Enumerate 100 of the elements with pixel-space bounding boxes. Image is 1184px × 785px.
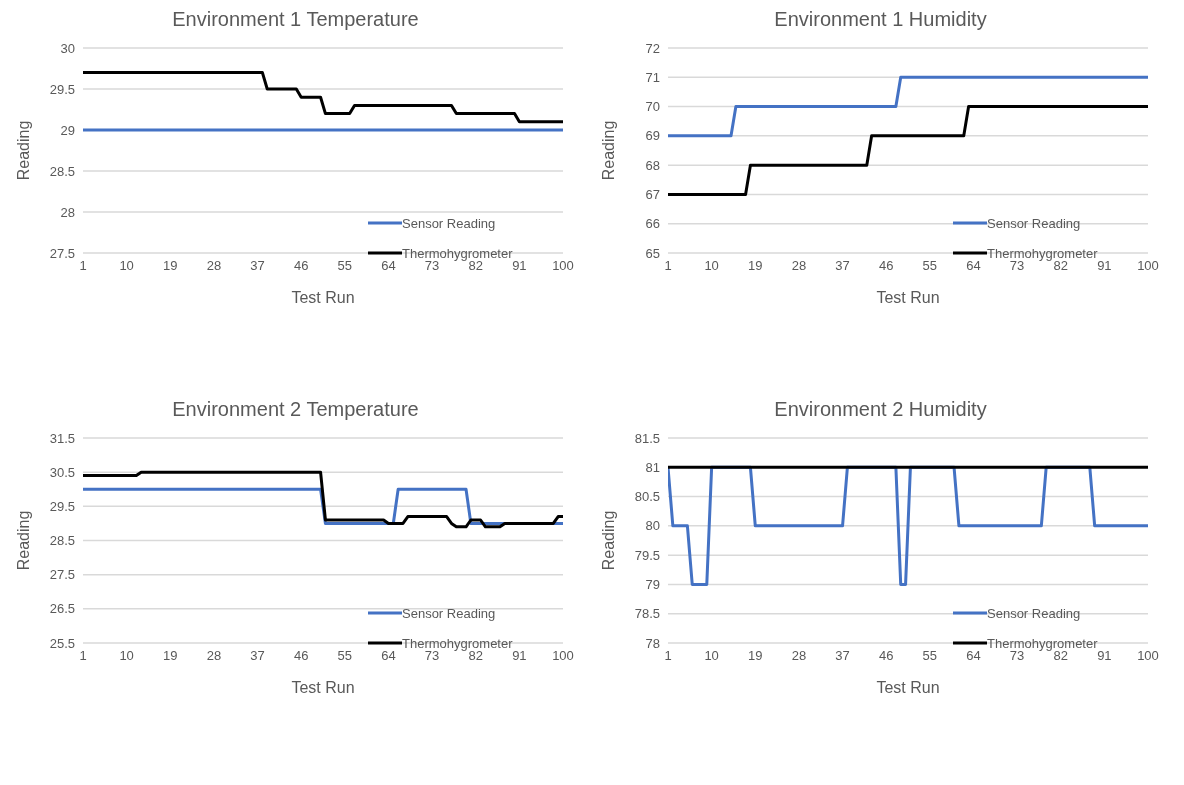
y-tick-label: 29 bbox=[60, 122, 75, 138]
x-tick-label: 10 bbox=[119, 648, 134, 664]
y-tick-label: 80 bbox=[645, 518, 660, 534]
x-tick-label: 19 bbox=[748, 258, 763, 274]
y-axis-title: Reading bbox=[14, 510, 32, 571]
chart-title: Environment 1 Humidity bbox=[773, 8, 988, 32]
y-tick-label: 29.5 bbox=[49, 498, 75, 514]
x-tick-label: 91 bbox=[512, 258, 527, 274]
x-tick-label: 55 bbox=[337, 258, 353, 274]
x-tick-label: 10 bbox=[704, 258, 719, 274]
x-tick-label: 1 bbox=[664, 258, 672, 274]
y-axis-title: Reading bbox=[599, 120, 617, 181]
x-tick-label: 19 bbox=[748, 648, 763, 664]
x-tick-label: 46 bbox=[293, 258, 309, 274]
x-tick-label: 91 bbox=[1097, 258, 1112, 274]
x-tick-label: 91 bbox=[512, 648, 527, 664]
legend-label: Thermohygrometer bbox=[987, 635, 1098, 651]
y-tick-label: 72 bbox=[645, 40, 660, 56]
x-tick-label: 37 bbox=[835, 258, 850, 274]
x-tick-label: 73 bbox=[1009, 258, 1025, 274]
y-tick-label: 79 bbox=[645, 577, 660, 593]
x-tick-label: 46 bbox=[293, 648, 309, 664]
legend-label: Thermohygrometer bbox=[987, 245, 1098, 261]
x-tick-label: 28 bbox=[206, 258, 222, 274]
legend-label: Thermohygrometer bbox=[402, 245, 513, 261]
y-tick-label: 28.5 bbox=[49, 533, 75, 549]
x-axis-title: Test Run bbox=[876, 679, 940, 696]
y-tick-label: 28.5 bbox=[49, 163, 75, 179]
legend-label: Thermohygrometer bbox=[402, 635, 513, 651]
x-tick-label: 10 bbox=[119, 258, 134, 274]
legend-label: Sensor Reading bbox=[987, 605, 1081, 621]
y-tick-label: 29.5 bbox=[49, 81, 75, 97]
x-tick-label: 1 bbox=[79, 258, 87, 274]
y-tick-label: 81 bbox=[645, 459, 660, 475]
x-tick-label: 19 bbox=[163, 258, 178, 274]
y-tick-label: 79.5 bbox=[634, 547, 660, 563]
line-series bbox=[83, 470, 563, 529]
x-tick-label: 28 bbox=[206, 648, 222, 664]
x-tick-label: 91 bbox=[1097, 648, 1112, 664]
x-tick-label: 46 bbox=[878, 648, 894, 664]
legend-label: Sensor Reading bbox=[402, 215, 496, 231]
x-axis-title: Test Run bbox=[876, 289, 940, 306]
x-axis-title: Test Run bbox=[291, 679, 355, 696]
y-tick-label: 66 bbox=[645, 216, 660, 232]
y-tick-label: 28 bbox=[60, 204, 75, 220]
x-tick-label: 100 bbox=[1137, 648, 1159, 664]
x-tick-label: 10 bbox=[704, 648, 719, 664]
x-tick-label: 55 bbox=[922, 258, 938, 274]
legend-label: Sensor Reading bbox=[402, 605, 496, 621]
x-tick-label: 55 bbox=[337, 648, 353, 664]
y-tick-label: 69 bbox=[645, 128, 660, 144]
x-tick-label: 73 bbox=[424, 648, 440, 664]
x-tick-label: 82 bbox=[1053, 648, 1068, 664]
y-tick-label: 65 bbox=[645, 245, 660, 261]
y-axis-title: Reading bbox=[14, 120, 32, 181]
y-tick-label: 25.5 bbox=[49, 635, 75, 651]
y-tick-label: 67 bbox=[645, 187, 660, 203]
x-tick-label: 100 bbox=[552, 258, 574, 274]
x-tick-label: 28 bbox=[791, 258, 807, 274]
x-tick-label: 19 bbox=[163, 648, 178, 664]
x-tick-label: 28 bbox=[791, 648, 807, 664]
y-tick-label: 30 bbox=[60, 40, 75, 56]
x-tick-label: 82 bbox=[1053, 258, 1068, 274]
y-tick-label: 31.5 bbox=[49, 430, 75, 446]
y-axis-title: Reading bbox=[599, 510, 617, 571]
x-tick-label: 64 bbox=[966, 258, 981, 274]
y-tick-label: 81.5 bbox=[634, 430, 660, 446]
y-tick-label: 68 bbox=[645, 157, 660, 173]
x-tick-label: 100 bbox=[1137, 258, 1159, 274]
y-tick-label: 71 bbox=[645, 69, 660, 85]
y-tick-label: 80.5 bbox=[634, 489, 660, 505]
y-tick-label: 78 bbox=[645, 635, 660, 651]
x-tick-label: 1 bbox=[79, 648, 87, 664]
x-tick-label: 37 bbox=[250, 258, 265, 274]
y-tick-label: 30.5 bbox=[49, 464, 75, 480]
x-tick-label: 73 bbox=[1009, 648, 1025, 664]
x-tick-label: 46 bbox=[878, 258, 894, 274]
y-tick-label: 27.5 bbox=[49, 245, 75, 261]
x-tick-label: 73 bbox=[424, 258, 440, 274]
chart-title: Environment 1 Temperature bbox=[171, 8, 420, 32]
line-series bbox=[83, 71, 563, 124]
y-tick-label: 70 bbox=[645, 99, 660, 115]
y-tick-label: 27.5 bbox=[49, 567, 75, 583]
x-tick-label: 37 bbox=[250, 648, 265, 664]
legend-label: Sensor Reading bbox=[987, 215, 1081, 231]
x-tick-label: 55 bbox=[922, 648, 938, 664]
y-tick-label: 78.5 bbox=[634, 606, 660, 622]
x-tick-label: 37 bbox=[835, 648, 850, 664]
chart-title: Environment 2 Temperature bbox=[171, 398, 420, 422]
x-tick-label: 82 bbox=[468, 648, 483, 664]
x-axis-title: Test Run bbox=[291, 289, 355, 306]
x-tick-label: 100 bbox=[552, 648, 574, 664]
x-tick-label: 64 bbox=[381, 648, 396, 664]
line-series bbox=[668, 105, 1148, 196]
x-tick-label: 1 bbox=[664, 648, 672, 664]
x-tick-label: 64 bbox=[966, 648, 981, 664]
y-tick-label: 26.5 bbox=[49, 601, 75, 617]
chart-title: Environment 2 Humidity bbox=[773, 398, 988, 422]
x-tick-label: 82 bbox=[468, 258, 483, 274]
x-tick-label: 64 bbox=[381, 258, 396, 274]
